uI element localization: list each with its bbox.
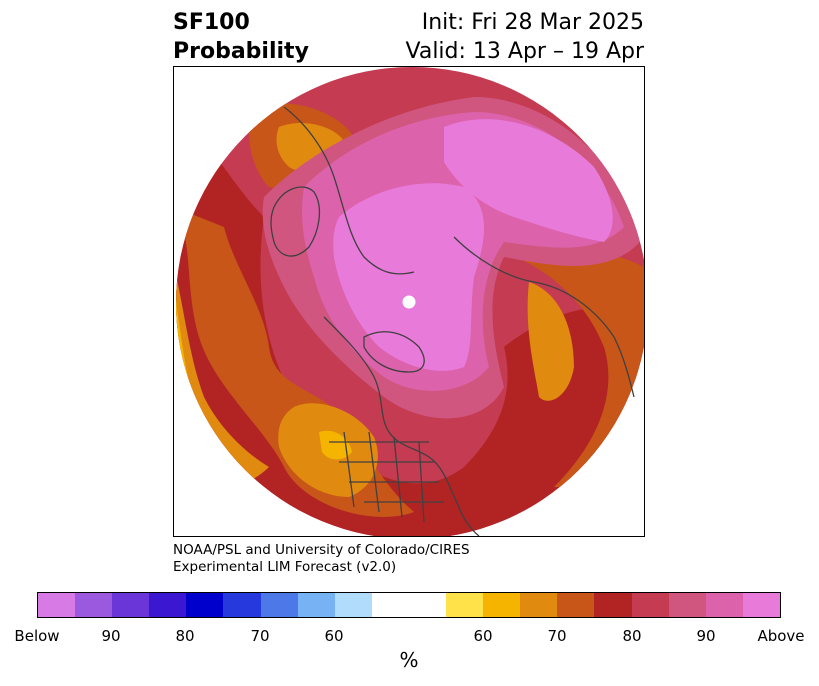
colorbar-tick-label: Below (14, 627, 60, 645)
title-line-1: SF100 (173, 10, 250, 35)
field-gold-america (319, 430, 352, 460)
colorbar-cell (186, 593, 224, 617)
credits-line-1: NOAA/PSL and University of Colorado/CIRE… (173, 542, 470, 558)
colorbar-tick-label: 70 (250, 627, 270, 645)
colorbar-cell (742, 593, 780, 617)
coast-asia (453, 236, 635, 398)
title-line-2: Probability (173, 39, 309, 64)
coast-arctic-islands (363, 331, 425, 373)
field-amber-asia (527, 282, 574, 401)
field-above-asia (444, 119, 613, 242)
colorbar-cell (557, 593, 595, 617)
forecast-map (173, 66, 645, 537)
us-states-grid (329, 431, 444, 523)
coast-north-america (323, 316, 480, 536)
colorbar-cell (520, 593, 558, 617)
colorbar-tick-label: 80 (175, 627, 195, 645)
colorbar-cell (705, 593, 743, 617)
map-title: SF100 Probability (173, 8, 309, 66)
colorbar-cell (75, 593, 113, 617)
colorbar-cell (297, 593, 335, 617)
colorbar-cell (260, 593, 298, 617)
credits-line-2: Experimental LIM Forecast (v2.0) (173, 559, 397, 575)
colorbar-cell (371, 593, 447, 617)
map-svg (176, 67, 644, 536)
forecast-dates: Init: Fri 28 Mar 2025 Valid: 13 Apr – 19… (406, 8, 645, 66)
colorbar-cell (223, 593, 261, 617)
colorbar-tick-label: 60 (473, 627, 493, 645)
field-above-center (333, 183, 484, 371)
colorbar-tick-label: Above (757, 627, 805, 645)
colorbar-tick-label: 90 (696, 627, 716, 645)
colorbar-cell (668, 593, 706, 617)
colorbar-cell (112, 593, 150, 617)
colorbar-cell (594, 593, 632, 617)
colorbar-tick-label: 80 (622, 627, 642, 645)
colorbar-tick-label: 70 (547, 627, 567, 645)
colorbar-cell (446, 593, 484, 617)
coastlines (270, 106, 635, 536)
colorbar-cell (334, 593, 372, 617)
field-orange-asia (504, 247, 644, 487)
colorbar-cell (38, 593, 76, 617)
coast-europe (283, 106, 415, 275)
pole-hole (402, 295, 416, 309)
credits: NOAA/PSL and University of Colorado/CIRE… (173, 542, 470, 576)
colorbar-cell (149, 593, 187, 617)
colorbar-unit: % (399, 648, 419, 672)
probability-fields (176, 67, 644, 536)
colorbar-tick-label: 90 (101, 627, 121, 645)
colorbar-cell (483, 593, 521, 617)
init-date: Init: Fri 28 Mar 2025 (421, 10, 644, 35)
valid-date: Valid: 13 Apr – 19 Apr (405, 39, 645, 64)
colorbar-tick-label: 60 (324, 627, 344, 645)
colorbar-cell (631, 593, 669, 617)
coast-greenland (270, 186, 321, 257)
colorbar (37, 592, 781, 618)
